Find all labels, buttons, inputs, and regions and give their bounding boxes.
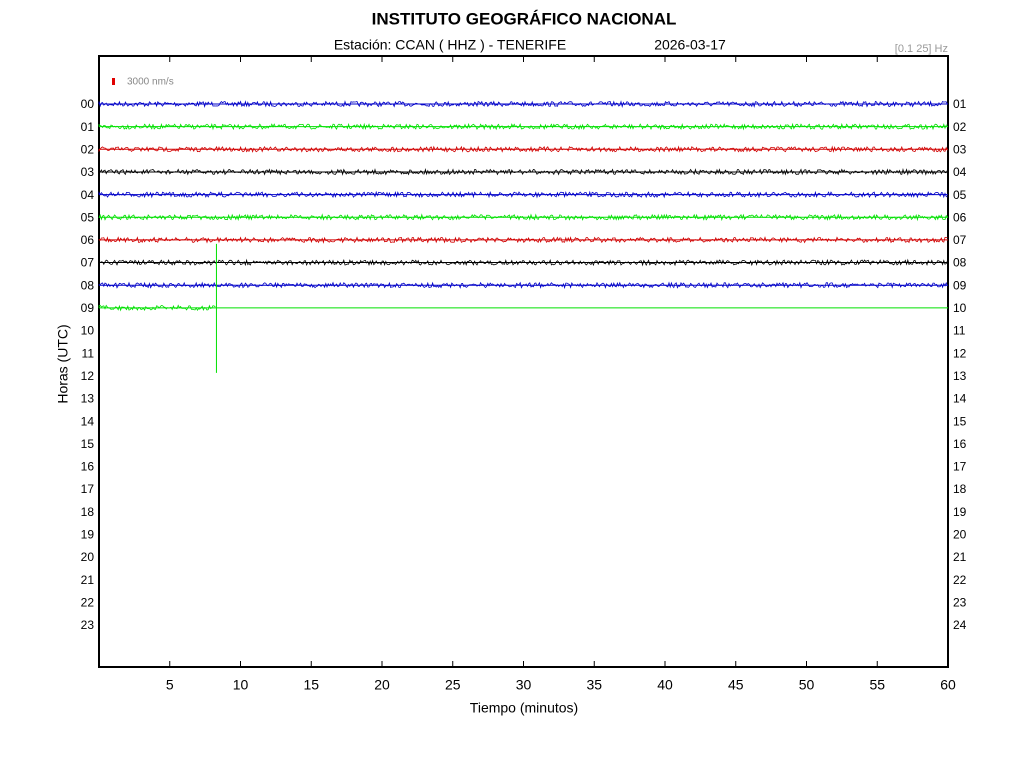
y-axis-label: Horas (UTC): [55, 324, 71, 403]
scale-bar: [112, 78, 115, 85]
hour-label-right: 16: [953, 437, 967, 451]
hour-label-left: 03: [81, 165, 95, 179]
date: 2026-03-17: [654, 37, 726, 53]
hour-label-right: 10: [953, 301, 967, 315]
hour-label-left: 16: [81, 460, 95, 474]
hour-label-right: 21: [953, 550, 967, 564]
station: Estación: CCAN ( HHZ ) - TENERIFE: [334, 37, 566, 53]
hour-label-left: 00: [81, 97, 95, 111]
hour-label-right: 23: [953, 595, 967, 609]
x-tick-label: 25: [445, 677, 461, 693]
hour-label-right: 22: [953, 573, 967, 587]
hour-label-right: 09: [953, 278, 967, 292]
x-tick-label: 40: [657, 677, 673, 693]
hour-label-left: 06: [81, 233, 95, 247]
x-tick-label: 15: [303, 677, 319, 693]
hour-label-right: 03: [953, 142, 967, 156]
hour-label-right: 07: [953, 233, 967, 247]
hour-label-left: 13: [81, 392, 95, 406]
band: [0.1 25] Hz: [895, 43, 948, 55]
trace-noise: [98, 304, 216, 312]
trace-noise: [98, 190, 948, 199]
hour-label-left: 11: [82, 346, 95, 360]
hour-label-left: 10: [81, 324, 95, 338]
x-tick-label: 10: [233, 677, 249, 693]
scale-label: 3000 nm/s: [127, 77, 174, 88]
hour-label-left: 09: [81, 301, 95, 315]
x-tick-label: 5: [166, 677, 174, 693]
x-axis-label: Tiempo (minutos): [470, 700, 578, 716]
x-tick-label: 20: [374, 677, 390, 693]
hour-label-left: 14: [81, 414, 95, 428]
hour-label-left: 01: [81, 120, 95, 134]
hour-label-left: 15: [81, 437, 95, 451]
hour-label-left: 21: [81, 573, 95, 587]
trace-noise: [98, 145, 948, 153]
hour-label-right: 17: [953, 460, 967, 474]
hour-label-left: 08: [81, 278, 95, 292]
hour-label-right: 04: [953, 165, 967, 179]
x-tick-label: 35: [586, 677, 602, 693]
hour-label-left: 05: [81, 210, 95, 224]
hour-label-left: 04: [81, 188, 95, 202]
hour-label-right: 11: [953, 324, 966, 338]
hour-label-right: 13: [953, 369, 967, 383]
x-tick-label: 55: [869, 677, 885, 693]
x-tick-label: 60: [940, 677, 956, 693]
hour-label-right: 15: [953, 414, 967, 428]
chart-title: INSTITUTO GEOGRÁFICO NACIONAL: [372, 9, 677, 28]
hour-label-right: 14: [953, 392, 967, 406]
x-tick-label: 30: [516, 677, 532, 693]
hour-label-right: 19: [953, 505, 967, 519]
trace-noise: [98, 258, 948, 267]
hour-label-left: 02: [81, 142, 95, 156]
hour-label-right: 05: [953, 188, 967, 202]
x-tick-label: 50: [799, 677, 815, 693]
hour-label-left: 12: [81, 369, 95, 383]
hour-label-right: 08: [953, 256, 967, 270]
hour-label-right: 06: [953, 210, 967, 224]
hour-label-left: 18: [81, 505, 95, 519]
hour-label-right: 18: [953, 482, 967, 496]
hour-label-left: 19: [81, 528, 95, 542]
hour-label-right: 12: [953, 346, 967, 360]
hour-label-right: 01: [953, 97, 967, 111]
hour-label-left: 22: [81, 595, 95, 609]
hour-label-left: 07: [81, 256, 95, 270]
hour-label-left: 20: [81, 550, 95, 564]
hour-label-left: 17: [81, 482, 95, 496]
x-tick-label: 45: [728, 677, 744, 693]
hour-label-left: 23: [81, 618, 95, 632]
hour-label-right: 20: [953, 528, 967, 542]
hour-label-right: 02: [953, 120, 967, 134]
hour-label-right: 24: [953, 618, 967, 632]
